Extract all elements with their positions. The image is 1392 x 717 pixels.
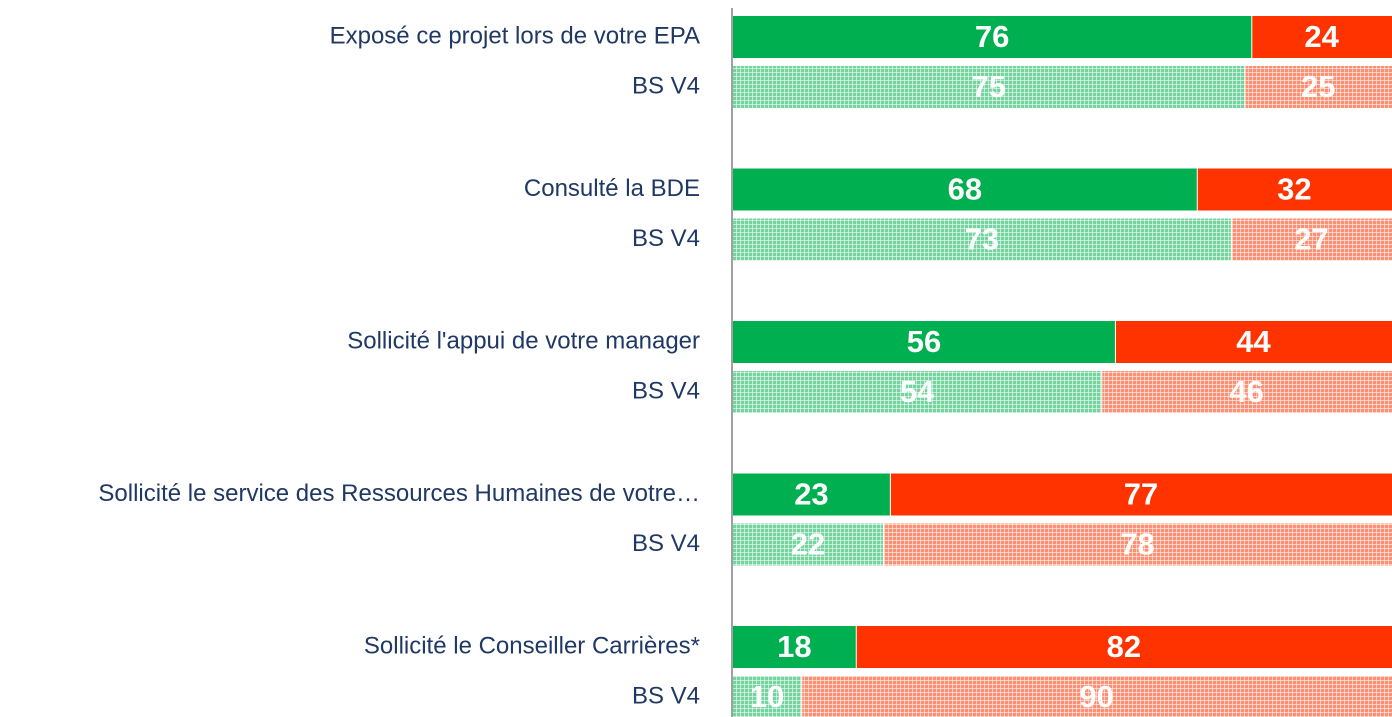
value-label: 23 <box>794 477 828 512</box>
value-label: 44 <box>1236 324 1271 359</box>
value-label: 78 <box>1120 527 1154 562</box>
bar-segment <box>1252 16 1392 58</box>
bar-segment <box>1245 66 1392 108</box>
value-label: 82 <box>1107 629 1141 664</box>
bar-segment <box>1197 168 1392 211</box>
bar-segment <box>1231 218 1392 261</box>
value-label: 77 <box>1124 477 1158 512</box>
category-label: BS V4 <box>632 682 700 709</box>
bar-segment <box>1102 371 1392 413</box>
category-label: Consulté la BDE <box>524 175 700 202</box>
bar-segment <box>733 168 1197 211</box>
category-label: Exposé ce projet lors de votre EPA <box>330 22 700 49</box>
value-label: 90 <box>1079 679 1113 714</box>
value-label: 54 <box>900 374 935 409</box>
value-label: 18 <box>777 629 811 664</box>
bar-segment <box>802 676 1392 717</box>
category-label: Sollicité le Conseiller Carrières* <box>364 632 700 659</box>
bar-segment <box>733 371 1102 413</box>
value-label: 73 <box>965 222 999 257</box>
bar-segment <box>733 676 802 717</box>
bar-segment <box>856 626 1392 668</box>
bar-segment <box>733 321 1115 363</box>
value-label: 75 <box>972 69 1006 104</box>
bar-segment <box>733 523 884 566</box>
bar-segment <box>733 66 1245 108</box>
value-label: 56 <box>907 324 941 359</box>
value-label: 68 <box>948 172 982 207</box>
value-label: 32 <box>1277 172 1311 207</box>
value-label: 10 <box>750 679 784 714</box>
bar-segment <box>733 218 1231 261</box>
value-label: 24 <box>1304 19 1339 54</box>
category-label: BS V4 <box>632 377 700 404</box>
value-label: 25 <box>1301 69 1335 104</box>
bar-segment <box>1115 321 1392 363</box>
bar-segment <box>890 473 1392 516</box>
value-label: 76 <box>975 19 1009 54</box>
bar-segment <box>733 16 1252 58</box>
category-label: BS V4 <box>632 530 700 557</box>
bar-segment <box>733 626 856 668</box>
value-label: 22 <box>791 527 825 562</box>
category-label: BS V4 <box>632 72 700 99</box>
bar-segment <box>733 473 890 516</box>
value-label: 27 <box>1294 222 1328 257</box>
category-label: Sollicité l'appui de votre manager <box>347 327 700 354</box>
category-label: Sollicité le service des Ressources Huma… <box>98 480 700 507</box>
category-label: BS V4 <box>632 225 700 252</box>
bar-segment <box>884 523 1392 566</box>
value-label: 46 <box>1229 374 1263 409</box>
